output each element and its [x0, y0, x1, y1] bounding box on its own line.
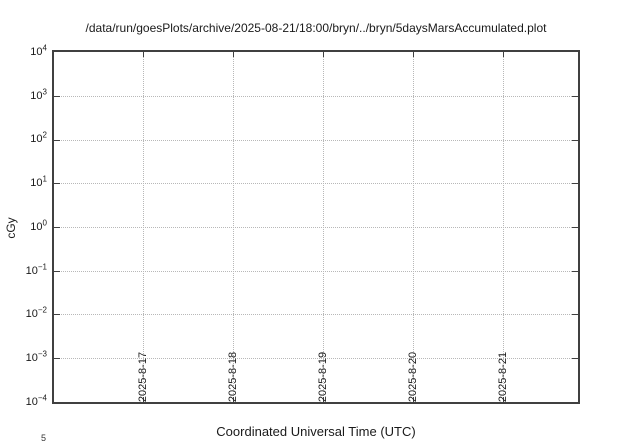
- y-tick-label: 10−4: [25, 393, 47, 408]
- y-tick-label: 10−2: [25, 305, 47, 320]
- h-gridline-1e1: [54, 183, 578, 184]
- h-gridline-1e0: [54, 227, 578, 228]
- v-gridline-2025-8-19: [323, 52, 324, 402]
- y-tick-label: 101: [30, 174, 47, 189]
- y-tick-label: 100: [30, 218, 47, 233]
- clipped-next-plot-exponent: 5: [41, 433, 47, 443]
- h-gridline-1e-1: [54, 271, 578, 272]
- h-gridline-1e3: [54, 96, 578, 97]
- y-tick-label: 10−3: [25, 349, 47, 364]
- y-tick-label: 102: [30, 130, 47, 145]
- y-tick-label: 103: [30, 87, 47, 102]
- v-gridline-2025-8-17: [143, 52, 144, 402]
- y-axis-title: cGy: [4, 217, 18, 239]
- x-tick-label: 2025-8-18: [227, 351, 239, 403]
- v-gridline-2025-8-18: [233, 52, 234, 402]
- x-axis-title: Coordinated Universal Time (UTC): [216, 424, 416, 439]
- h-gridline-1e-2: [54, 314, 578, 315]
- h-gridline-1e2: [54, 140, 578, 141]
- v-gridline-2025-8-21: [503, 52, 504, 402]
- chart-title: /data/run/goesPlots/archive/2025-08-21/1…: [85, 21, 547, 35]
- x-tick-label: 2025-8-20: [407, 351, 419, 403]
- x-tick-label: 2025-8-19: [317, 351, 329, 403]
- x-tick-label: 2025-8-21: [497, 351, 509, 403]
- plot-area: [52, 50, 580, 404]
- h-gridline-1e-3: [54, 358, 578, 359]
- x-tick-label: 2025-8-17: [137, 351, 149, 403]
- y-tick-label: 104: [30, 43, 47, 58]
- v-gridline-2025-8-20: [413, 52, 414, 402]
- y-tick-label: 10−1: [25, 262, 47, 277]
